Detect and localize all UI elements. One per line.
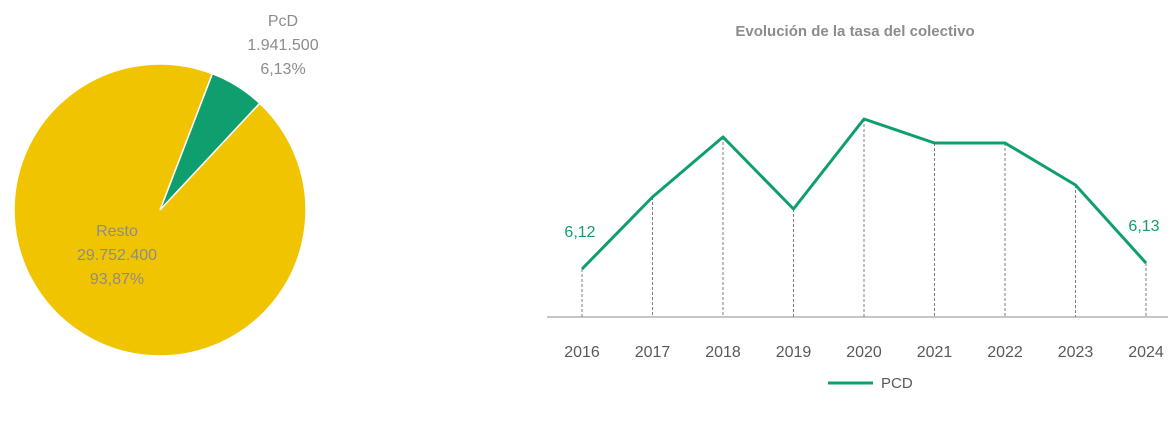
legend-label: PCD <box>881 375 913 392</box>
x-tick-label: 2019 <box>776 344 812 361</box>
x-tick-label: 2023 <box>1058 344 1094 361</box>
slice-value-label: 29.752.400 <box>77 247 157 264</box>
data-label: 6,13 <box>1128 218 1159 235</box>
x-tick-label: 2024 <box>1128 344 1164 361</box>
x-tick-label: 2022 <box>987 344 1023 361</box>
slice-percent-label: 93,87% <box>90 271 144 288</box>
x-tick-label: 2017 <box>635 344 671 361</box>
data-label: 6,12 <box>564 224 595 241</box>
chart-title: Evolución de la tasa del colectivo <box>735 23 974 40</box>
slice-label: Resto <box>96 223 138 240</box>
x-tick-label: 2020 <box>846 344 882 361</box>
slice-percent-label: 6,13% <box>260 61 305 78</box>
x-tick-label: 2021 <box>917 344 953 361</box>
line <box>580 117 1148 271</box>
pie-slice <box>13 63 307 357</box>
slice-value-label: 1.941.500 <box>247 37 318 54</box>
slice-label: PcD <box>268 13 298 30</box>
x-tick-label: 2016 <box>564 344 600 361</box>
x-tick-label: 2018 <box>705 344 741 361</box>
